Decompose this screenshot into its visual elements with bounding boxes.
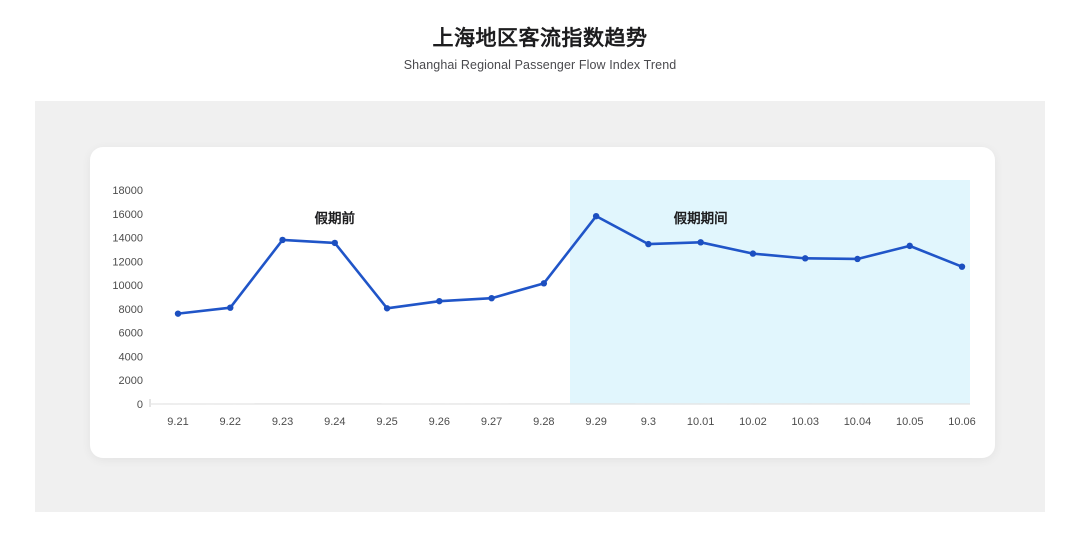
data-point[interactable] (436, 297, 443, 305)
x-axis-tick-label: 9.21 (167, 416, 188, 428)
y-axis-tick-label: 16000 (112, 209, 143, 221)
line-chart: 0 2000 4000 6000 8000 10000 12000 14000 16000 180… (90, 147, 995, 458)
data-point[interactable] (854, 255, 861, 263)
data-point[interactable] (749, 250, 757, 257)
highlight-band-layer (570, 180, 970, 405)
x-axis-tick-label: 10.04 (844, 416, 872, 428)
x-axis-tick-label: 9.22 (220, 416, 241, 428)
data-point[interactable] (174, 310, 182, 317)
x-axis-tick-label: 9.25 (376, 416, 397, 428)
x-axis-tick-label: 9.28 (533, 416, 554, 428)
chart-svg: 0 2000 4000 6000 8000 10000 12000 14000 16000 180… (112, 180, 976, 428)
data-point[interactable] (488, 294, 495, 302)
data-point[interactable] (331, 239, 338, 247)
data-point[interactable] (645, 240, 652, 248)
x-axis-tick-label: 9.27 (481, 416, 502, 428)
y-axis-tick-label: 10000 (112, 280, 143, 292)
data-point[interactable] (227, 304, 234, 311)
chart-card: 0 2000 4000 6000 8000 10000 12000 14000 16000 180… (90, 147, 995, 458)
data-point[interactable] (697, 239, 704, 246)
y-axis-tick-label: 12000 (112, 256, 143, 268)
annotation-label: 假期前 (315, 210, 356, 226)
x-axis-tick-label: 10.02 (739, 416, 767, 428)
x-axis-tick-label: 9.23 (272, 416, 293, 428)
page-subtitle: Shanghai Regional Passenger Flow Index T… (403, 58, 677, 73)
annotation-label: 假期期间 (674, 210, 728, 226)
x-axis-tick-label: 10.01 (687, 416, 715, 428)
y-axis-tick-label: 14000 (112, 233, 143, 245)
y-axis-tick-label: 2000 (119, 375, 143, 387)
x-axis-labels: 9.21 9.22 9.23 9.24 9.25 9.26 9.27 9.28 9.29 9.3 1… (167, 416, 975, 428)
y-axis-tick-label: 8000 (119, 304, 143, 316)
y-axis-tick-label: 4000 (119, 351, 143, 363)
x-axis-tick-label: 9.24 (324, 416, 345, 428)
y-axis-tick-label: 6000 (119, 328, 143, 340)
x-axis-tick-label: 9.3 (641, 416, 656, 428)
x-axis-tick-label: 10.06 (948, 416, 976, 428)
x-axis-tick-label: 10.03 (791, 416, 819, 428)
data-point[interactable] (802, 255, 809, 262)
y-axis-labels: 0 2000 4000 6000 8000 10000 12000 14000 16000 180… (112, 185, 143, 411)
chart-header: 上海地区客流指数趋势 Shanghai Regional Passenger F… (0, 0, 1080, 72)
annotation-layer: 假期前 假期期间 (315, 210, 728, 226)
data-points[interactable] (174, 212, 966, 317)
data-point[interactable] (958, 263, 966, 270)
page-title: 上海地区客流指数趋势 (432, 27, 648, 50)
holiday-highlight-band (570, 180, 970, 405)
data-line (176, 214, 964, 315)
x-axis-tick-label: 10.05 (896, 416, 924, 428)
data-point[interactable] (383, 305, 391, 312)
x-axis-tick-label: 9.29 (585, 416, 606, 428)
data-point[interactable] (906, 242, 913, 250)
x-axis-tick-label: 9.26 (429, 416, 450, 428)
data-point[interactable] (592, 212, 600, 220)
series-line-passenger-flow (176, 214, 964, 315)
data-point[interactable] (279, 236, 286, 244)
y-axis-tick-label: 18000 (112, 185, 143, 197)
axis-layer (149, 399, 971, 407)
x-axis-underline (149, 403, 971, 405)
y-axis-tick-label: 0 (137, 399, 143, 411)
data-point[interactable] (540, 280, 548, 287)
